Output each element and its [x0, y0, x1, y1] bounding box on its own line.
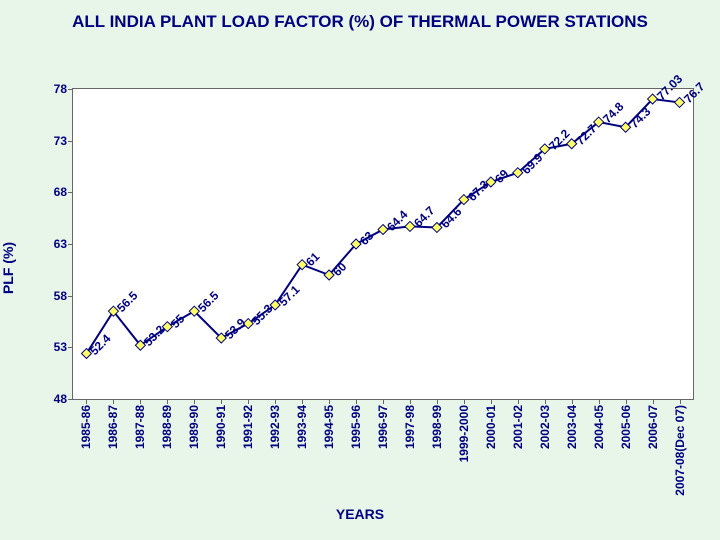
x-tick-mark: [518, 399, 519, 404]
x-tick-label: 1989-90: [187, 405, 201, 449]
x-tick-label: 1999-2000: [457, 405, 471, 462]
data-marker: [405, 221, 415, 231]
y-tick-label: 48: [54, 392, 67, 406]
x-tick-mark: [86, 399, 87, 404]
chart-area: PLF (%) 485358636873781985-861986-871987…: [0, 38, 720, 498]
x-tick-label: 1996-97: [376, 405, 390, 449]
x-tick-mark: [599, 399, 600, 404]
x-tick-label: 2004-05: [592, 405, 606, 449]
x-tick-mark: [356, 399, 357, 404]
y-tick-label: 58: [54, 289, 67, 303]
data-marker: [486, 177, 496, 187]
x-tick-mark: [653, 399, 654, 404]
x-tick-label: 1994-95: [322, 405, 336, 449]
y-tick-mark: [68, 399, 73, 400]
x-tick-label: 2000-01: [484, 405, 498, 449]
y-tick-mark: [68, 347, 73, 348]
x-tick-label: 2007-08(Dec 07): [673, 405, 687, 496]
y-tick-label: 68: [54, 185, 67, 199]
x-tick-label: 1998-99: [430, 405, 444, 449]
x-tick-label: 2005-06: [619, 405, 633, 449]
plot-area: 485358636873781985-861986-871987-881988-…: [72, 88, 694, 400]
y-tick-mark: [68, 296, 73, 297]
x-tick-mark: [167, 399, 168, 404]
x-tick-mark: [491, 399, 492, 404]
x-tick-label: 1990-91: [214, 405, 228, 449]
x-tick-mark: [248, 399, 249, 404]
x-tick-mark: [680, 399, 681, 404]
x-tick-label: 2003-04: [565, 405, 579, 449]
x-tick-label: 1985-86: [79, 405, 93, 449]
x-tick-label: 1995-96: [349, 405, 363, 449]
data-marker: [81, 349, 91, 359]
y-tick-mark: [68, 192, 73, 193]
y-tick-label: 73: [54, 134, 67, 148]
x-tick-label: 2002-03: [538, 405, 552, 449]
x-tick-label: 1992-93: [268, 405, 282, 449]
x-tick-mark: [221, 399, 222, 404]
x-tick-mark: [410, 399, 411, 404]
data-marker: [675, 97, 685, 107]
x-tick-mark: [140, 399, 141, 404]
x-tick-label: 1986-87: [106, 405, 120, 449]
x-tick-label: 1997-98: [403, 405, 417, 449]
x-tick-label: 2006-07: [646, 405, 660, 449]
x-tick-label: 1987-88: [133, 405, 147, 449]
x-axis-label: YEARS: [0, 506, 720, 522]
x-tick-mark: [437, 399, 438, 404]
x-tick-label: 1988-89: [160, 405, 174, 449]
x-tick-mark: [302, 399, 303, 404]
y-tick-mark: [68, 244, 73, 245]
y-tick-label: 78: [54, 82, 67, 96]
y-axis-label: PLF (%): [0, 242, 16, 294]
x-tick-label: 1993-94: [295, 405, 309, 449]
y-tick-mark: [68, 89, 73, 90]
x-tick-mark: [329, 399, 330, 404]
x-tick-mark: [464, 399, 465, 404]
y-tick-label: 53: [54, 340, 67, 354]
x-tick-mark: [545, 399, 546, 404]
x-tick-label: 1991-92: [241, 405, 255, 449]
x-tick-label: 2001-02: [511, 405, 525, 449]
y-tick-mark: [68, 141, 73, 142]
chart-title: ALL INDIA PLANT LOAD FACTOR (%) OF THERM…: [0, 0, 720, 38]
x-tick-mark: [383, 399, 384, 404]
x-tick-mark: [572, 399, 573, 404]
x-tick-mark: [626, 399, 627, 404]
x-tick-mark: [275, 399, 276, 404]
line-series: [73, 89, 693, 399]
y-tick-label: 63: [54, 237, 67, 251]
x-tick-mark: [113, 399, 114, 404]
data-marker: [378, 225, 388, 235]
x-tick-mark: [194, 399, 195, 404]
